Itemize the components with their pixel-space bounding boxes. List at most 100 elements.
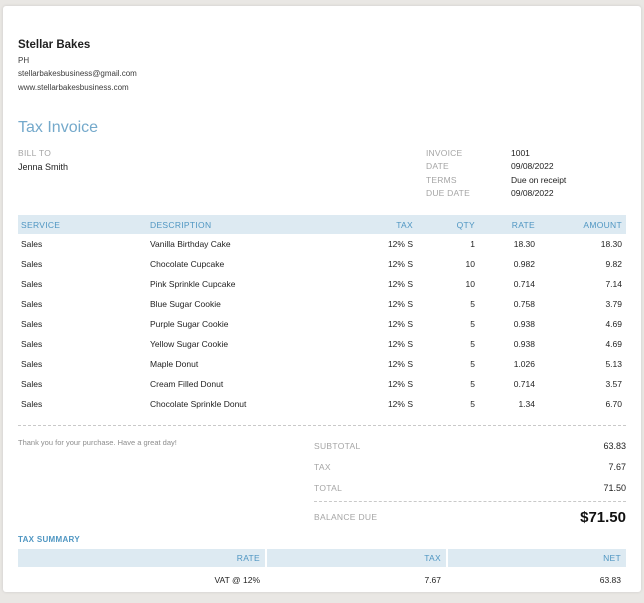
cell-amount: 7.14 [605, 279, 622, 289]
cell-rate: 18.30 [513, 239, 535, 249]
col-header-service: SERVICE [18, 215, 147, 234]
cell-tax: 12% S [387, 359, 413, 369]
cell-tax: 12% S [387, 319, 413, 329]
col-header-qty: QTY [417, 215, 479, 234]
cell-description: Maple Donut [150, 359, 199, 369]
cell-description: Yellow Sugar Cookie [150, 339, 229, 349]
meta-label-date: DATE [426, 161, 449, 171]
cell-service: Sales [21, 279, 43, 289]
cell-tax: 12% S [387, 259, 413, 269]
cell-rate: 0.982 [513, 259, 535, 269]
table-row: Sales Pink Sprinkle Cupcake 12% S 10 0.7… [18, 274, 626, 294]
balance-due-value: $71.50 [580, 508, 626, 526]
summary-header-rate: RATE [18, 549, 265, 567]
cell-qty: 5 [470, 339, 475, 349]
meta-value-date: 09/08/2022 [511, 161, 554, 171]
items-table: SERVICE DESCRIPTION TAX QTY RATE AMOUNT … [18, 215, 626, 414]
col-header-rate: RATE [479, 215, 539, 234]
cell-qty: 5 [470, 359, 475, 369]
tax-value: 7.67 [608, 461, 626, 472]
invoice-page: Stellar Bakes PH stellarbakesbusiness@gm… [3, 6, 641, 592]
table-row: Sales Purple Sugar Cookie 12% S 5 0.938 … [18, 314, 626, 334]
table-row: Sales Vanilla Birthday Cake 12% S 1 18.3… [18, 234, 626, 254]
cell-tax: 12% S [387, 379, 413, 389]
cell-qty: 10 [465, 259, 475, 269]
subtotal-row: SUBTOTAL 63.83 [314, 435, 626, 456]
totals-divider [314, 501, 626, 502]
meta-value-due-date: 09/08/2022 [511, 188, 554, 198]
meta-label-terms: TERMS [426, 174, 457, 185]
cell-qty: 1 [470, 239, 475, 249]
thank-you-note: Thank you for your purchase. Have a grea… [18, 438, 177, 447]
cell-amount: 6.70 [605, 399, 622, 409]
summary-cell-rate: VAT @ 12% [214, 575, 260, 585]
balance-due-label: BALANCE DUE [314, 512, 378, 522]
cell-tax: 12% S [387, 399, 413, 409]
business-name: Stellar Bakes [18, 39, 91, 51]
bill-to-label: BILL TO [18, 147, 52, 158]
meta-value-terms: Due on receipt [511, 174, 567, 185]
cell-rate: 0.938 [513, 339, 535, 349]
table-bottom-divider [18, 425, 626, 426]
cell-amount: 9.82 [605, 259, 622, 269]
cell-rate: 0.714 [513, 379, 535, 389]
cell-description: Blue Sugar Cookie [150, 299, 221, 309]
summary-header-tax: TAX [267, 549, 446, 567]
summary-cell-tax: 7.67 [424, 575, 441, 585]
meta-label-due-date: DUE DATE [426, 188, 470, 198]
cell-service: Sales [21, 359, 43, 369]
total-row: TOTAL 71.50 [314, 477, 626, 498]
cell-description: Purple Sugar Cookie [150, 319, 229, 329]
summary-cell-net: 63.83 [599, 575, 621, 585]
cell-service: Sales [21, 299, 43, 309]
table-row: Sales Maple Donut 12% S 5 1.026 5.13 [18, 354, 626, 374]
business-header: Stellar Bakes PH stellarbakesbusiness@gm… [18, 39, 626, 92]
table-row: Sales Chocolate Cupcake 12% S 10 0.982 9… [18, 254, 626, 274]
cell-rate: 0.758 [513, 299, 535, 309]
invoice-meta-block: INVOICE 1001 DATE 09/08/2022 TERMS Due o… [426, 148, 626, 199]
table-row: Sales Yellow Sugar Cookie 12% S 5 0.938 … [18, 334, 626, 354]
table-row: Sales Blue Sugar Cookie 12% S 5 0.758 3.… [18, 294, 626, 314]
business-email: stellarbakesbusiness@gmail.com [18, 69, 137, 78]
cell-tax: 12% S [387, 239, 413, 249]
cell-rate: 0.714 [513, 279, 535, 289]
cell-service: Sales [21, 319, 43, 329]
cell-amount: 3.57 [605, 379, 622, 389]
cell-rate: 1.34 [518, 399, 535, 409]
cell-amount: 4.69 [605, 319, 622, 329]
cell-tax: 12% S [387, 279, 413, 289]
cell-amount: 3.79 [605, 299, 622, 309]
cell-service: Sales [21, 259, 43, 269]
meta-value-invoice: 1001 [511, 147, 530, 158]
cell-amount: 18.30 [600, 239, 622, 249]
subtotal-value: 63.83 [603, 440, 626, 451]
cell-service: Sales [21, 239, 43, 249]
cell-qty: 5 [470, 399, 475, 409]
cell-description: Chocolate Cupcake [150, 259, 225, 269]
billing-section: BILL TO Jenna Smith INVOICE 1001 DATE 09… [18, 148, 626, 199]
business-phone: PH [18, 55, 30, 65]
bill-to-name: Jenna Smith [18, 161, 69, 172]
page-title: Tax Invoice [18, 118, 99, 136]
cell-description: Pink Sprinkle Cupcake [150, 279, 236, 289]
business-website: www.stellarbakesbusiness.com [18, 82, 129, 92]
meta-label-invoice: INVOICE [426, 147, 463, 158]
balance-due-row: BALANCE DUE $71.50 [314, 502, 626, 532]
totals-block: SUBTOTAL 63.83 TAX 7.67 TOTAL 71.50 BALA… [314, 435, 626, 532]
cell-rate: 1.026 [513, 359, 535, 369]
cell-service: Sales [21, 379, 43, 389]
bill-to-block: BILL TO Jenna Smith [18, 148, 68, 199]
cell-qty: 5 [470, 319, 475, 329]
cell-tax: 12% S [387, 299, 413, 309]
cell-qty: 5 [470, 299, 475, 309]
tax-summary-title: TAX SUMMARY [18, 535, 80, 544]
tax-row: TAX 7.67 [314, 456, 626, 477]
cell-tax: 12% S [387, 339, 413, 349]
col-header-description: DESCRIPTION [147, 215, 347, 234]
subtotal-label: SUBTOTAL [314, 440, 361, 451]
table-row: Sales Chocolate Sprinkle Donut 12% S 5 1… [18, 394, 626, 414]
cell-qty: 5 [470, 379, 475, 389]
cell-rate: 0.938 [513, 319, 535, 329]
footer-section: Thank you for your purchase. Have a grea… [18, 435, 626, 532]
total-label: TOTAL [314, 482, 343, 493]
